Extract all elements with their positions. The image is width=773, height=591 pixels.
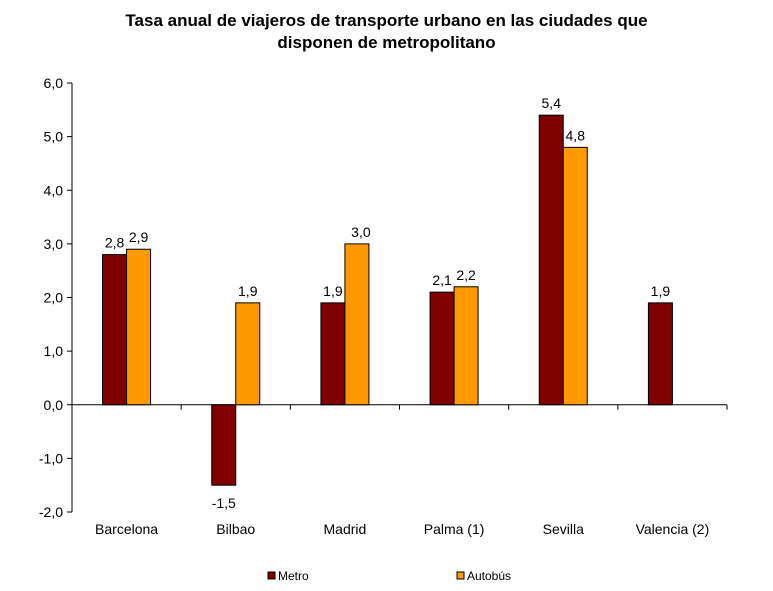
bar-autobs-2 (344, 243, 370, 406)
y-tick-label: 6,0 (44, 75, 64, 91)
y-tick-label: 5,0 (44, 129, 64, 145)
data-label: 1,9 (238, 283, 258, 299)
data-label: -1,5 (212, 495, 236, 511)
legend-swatch (267, 571, 276, 580)
bar-metro-0 (102, 254, 128, 406)
bar-autobs-1 (235, 302, 261, 406)
data-label: 2,9 (129, 229, 149, 245)
data-label: 2,1 (432, 272, 452, 288)
data-label: 3,0 (351, 224, 371, 240)
data-label: 1,9 (323, 283, 343, 299)
data-label: 4,8 (566, 127, 586, 143)
y-tick-label: 3,0 (44, 236, 64, 252)
y-tick-label: 0,0 (44, 397, 64, 413)
data-label: 1,9 (651, 283, 671, 299)
y-tick-label: -2,0 (39, 504, 63, 520)
bar-autobs-4 (562, 146, 588, 406)
data-label: 5,4 (542, 95, 562, 111)
x-category-label: Barcelona (95, 521, 158, 537)
chart-title: Tasa anual de viajeros de transporte urb… (0, 10, 773, 54)
data-label: 2,8 (105, 235, 125, 251)
bar-metro-2 (320, 302, 346, 406)
y-tick-label: -1,0 (39, 450, 63, 466)
legend-label: Autobús (467, 569, 511, 583)
y-tick-label: 2,0 (44, 290, 64, 306)
chart-bars (102, 114, 673, 486)
x-category-label: Palma (1) (424, 521, 485, 537)
chart-axes: 6,0 5,0 4,0 3,0 2,0 1,0 0,0 -1,0 -2,0 Barcelona Bi… (39, 75, 728, 537)
data-label: 2,2 (456, 267, 476, 283)
x-category-label: Madrid (324, 521, 367, 537)
bar-autobs-3 (453, 286, 479, 406)
bar-metro-3 (429, 291, 455, 406)
bar-metro-1 (211, 404, 237, 486)
x-category-label: Bilbao (216, 521, 255, 537)
chart-legend: Metro Autobús (267, 569, 511, 583)
legend-swatch (456, 571, 465, 580)
chart-title-line-2: disponen de metropolitano (277, 33, 496, 52)
legend-label: Metro (278, 569, 309, 583)
bar-autobs-0 (126, 248, 152, 406)
x-category-label: Sevilla (543, 521, 584, 537)
bar-metro-5 (647, 302, 673, 406)
y-tick-label: 1,0 (44, 343, 64, 359)
y-tick-label: 4,0 (44, 182, 64, 198)
chart-data-labels: 2,8 -1,5 1,9 2,1 5,4 1,9 2,9 1,9 3,0 2,2 4,8 (105, 95, 671, 511)
bar-metro-4 (538, 114, 564, 406)
x-category-label: Valencia (2) (636, 521, 710, 537)
chart-title-line-1: Tasa anual de viajeros de transporte urb… (125, 11, 648, 30)
